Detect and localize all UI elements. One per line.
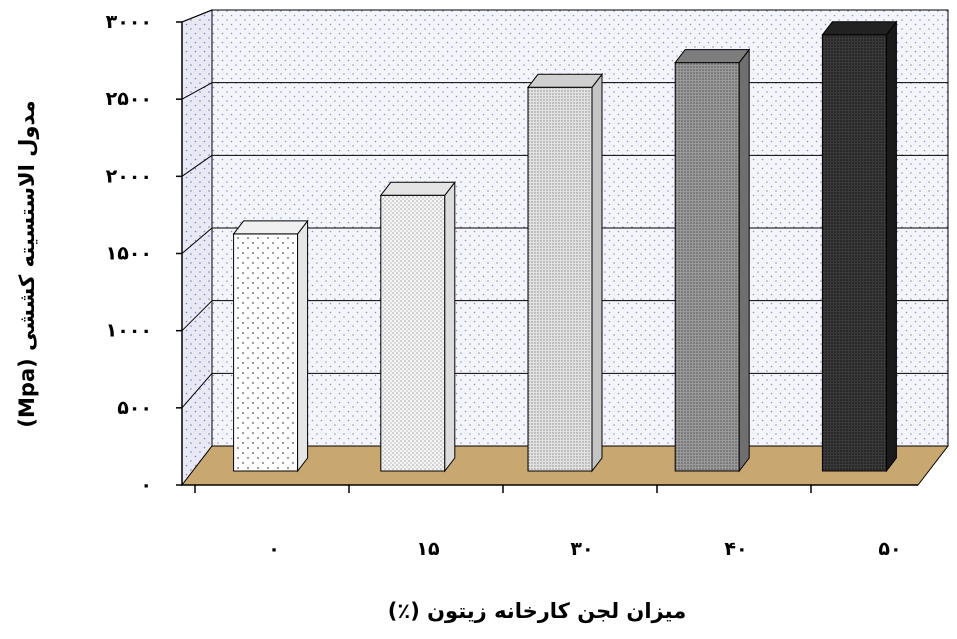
x-tick-label: ۱۵ bbox=[416, 538, 440, 560]
x-tick-label: ۴۰ bbox=[724, 538, 747, 560]
bars bbox=[232, 20, 898, 473]
bar-front bbox=[674, 62, 740, 472]
bar-side bbox=[885, 20, 897, 473]
x-axis-ticks: ۰ ۱۵ ۳۰ ۴۰ ۵۰ bbox=[194, 485, 902, 560]
gridline-side bbox=[181, 227, 213, 254]
bar-side bbox=[591, 72, 603, 473]
gridline-side bbox=[181, 82, 213, 100]
y-tick-label: ۱۵۰۰ bbox=[106, 243, 152, 265]
y-axis-ticks: ۰ ۵۰۰ ۱۰۰۰ ۱۵۰۰ ۲۰۰۰ ۲۵۰۰ ۳۰۰۰ bbox=[106, 11, 182, 496]
bar-top bbox=[821, 21, 898, 36]
gridline-side bbox=[181, 9, 213, 23]
x-axis-title: میزان لجن کارخانه زیتون (٪) bbox=[388, 599, 686, 623]
y-tick-label: ۲۰۰۰ bbox=[106, 165, 152, 187]
y-tick-label: ۳۰۰۰ bbox=[106, 11, 152, 33]
y-tick-label: ۲۵۰۰ bbox=[106, 88, 152, 110]
x-tick-label: ۰ bbox=[268, 538, 280, 560]
y-tick-label: ۱۰۰۰ bbox=[106, 320, 152, 342]
bar-top bbox=[674, 49, 751, 64]
side-wall bbox=[181, 9, 213, 487]
x-tick-label: ۳۰ bbox=[570, 538, 593, 560]
y-axis-title: مدول الاستسیته کششی (Mpa) bbox=[15, 100, 39, 427]
bar-front bbox=[527, 86, 593, 472]
gridline-side bbox=[181, 300, 213, 332]
bar-side bbox=[444, 180, 456, 473]
bar-front bbox=[821, 34, 887, 472]
gridline-side bbox=[181, 373, 213, 409]
x-tick-label: ۵۰ bbox=[878, 538, 901, 560]
y-tick-label: ۰ bbox=[140, 474, 152, 496]
bar-front bbox=[380, 194, 446, 472]
bar-top bbox=[232, 220, 309, 235]
bar-top bbox=[526, 73, 604, 88]
gridline-side bbox=[181, 154, 213, 177]
bar-side bbox=[738, 48, 750, 473]
y-tick-label: ۵۰۰ bbox=[117, 397, 152, 419]
bar-side bbox=[297, 219, 309, 473]
bar-front bbox=[233, 233, 299, 472]
bar-top bbox=[379, 181, 456, 196]
